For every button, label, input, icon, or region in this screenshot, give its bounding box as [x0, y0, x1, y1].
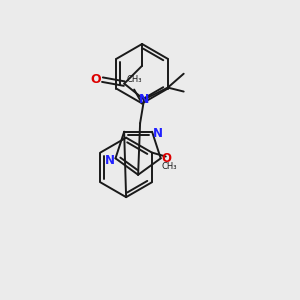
Text: N: N	[105, 154, 115, 167]
Text: O: O	[162, 152, 172, 165]
Text: N: N	[153, 127, 163, 140]
Text: N: N	[139, 93, 149, 106]
Text: O: O	[90, 73, 101, 86]
Text: CH₃: CH₃	[126, 75, 142, 84]
Text: CH₃: CH₃	[162, 163, 177, 172]
